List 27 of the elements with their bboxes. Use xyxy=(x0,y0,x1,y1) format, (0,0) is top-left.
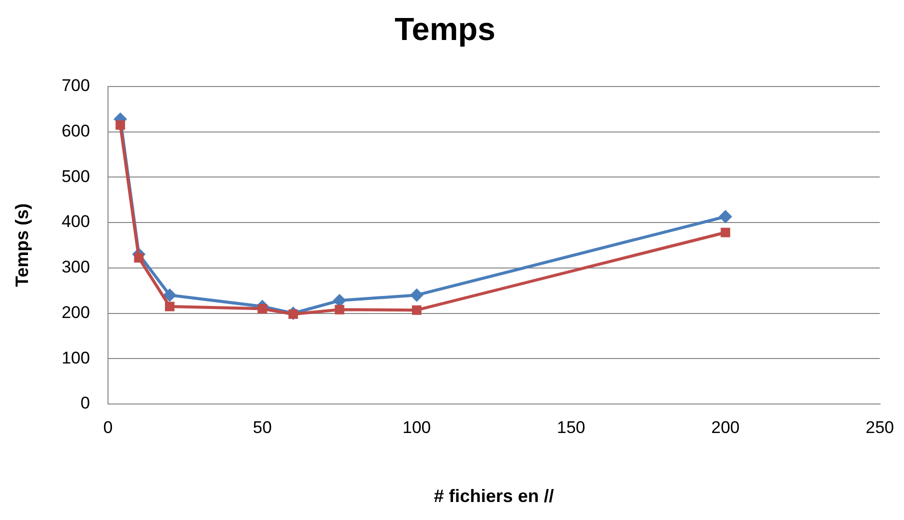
x-tick-label: 0 xyxy=(103,418,113,437)
y-tick-label: 600 xyxy=(62,121,90,140)
x-tick-label: 200 xyxy=(711,418,740,437)
y-tick-label: 400 xyxy=(62,212,90,232)
point xyxy=(718,210,732,224)
y-tick-label: 300 xyxy=(62,258,90,277)
chart-title: Temps xyxy=(394,11,496,48)
x-axis-title: # fichiers en // xyxy=(434,486,554,506)
y-tick-label: 200 xyxy=(62,302,90,322)
y-tick-label: 700 xyxy=(62,76,90,96)
y-axis-title: Temps (s) xyxy=(12,203,32,288)
x-tick-label: 150 xyxy=(556,418,586,437)
y-tick-label: 500 xyxy=(62,166,90,186)
x-tick-label: 250 xyxy=(866,418,894,437)
y-tick-label: 100 xyxy=(62,348,90,368)
point xyxy=(164,302,174,312)
y-tick-label: 0 xyxy=(80,394,90,413)
point xyxy=(412,305,422,315)
point xyxy=(258,304,268,314)
point xyxy=(720,228,730,238)
point xyxy=(334,304,344,314)
point xyxy=(410,288,424,302)
point xyxy=(134,253,144,263)
x-tick-label: 100 xyxy=(402,418,431,437)
point xyxy=(116,120,126,130)
x-tick-label: 50 xyxy=(252,418,272,437)
point xyxy=(163,288,176,302)
